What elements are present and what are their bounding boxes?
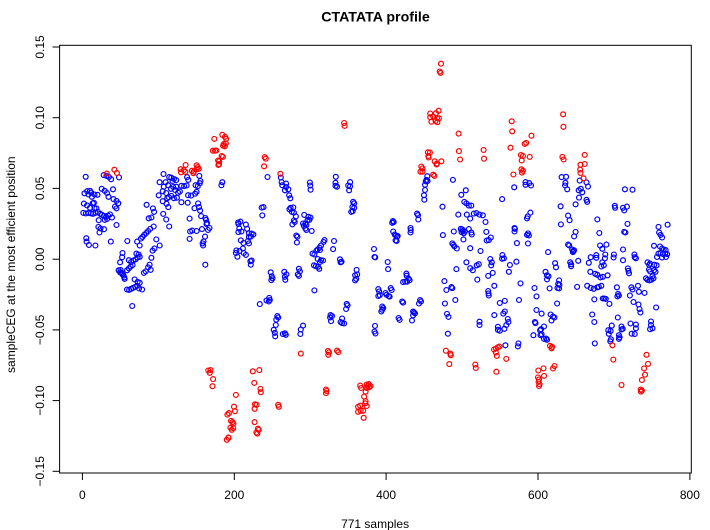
- svg-text:−0.10: −0.10: [33, 385, 47, 416]
- svg-text:400: 400: [376, 488, 396, 502]
- svg-text:−0.05: −0.05: [33, 314, 47, 345]
- svg-text:800: 800: [680, 488, 700, 502]
- svg-text:200: 200: [224, 488, 244, 502]
- svg-text:CTATATA profile: CTATATA profile: [321, 10, 430, 26]
- svg-text:0.00: 0.00: [33, 247, 47, 271]
- svg-text:sampleCEG at the most efficien: sampleCEG at the most efficient position: [4, 156, 18, 373]
- svg-text:0.15: 0.15: [33, 35, 47, 59]
- svg-text:−0.15: −0.15: [33, 456, 47, 487]
- svg-text:0.10: 0.10: [33, 106, 47, 130]
- svg-text:0: 0: [79, 488, 86, 502]
- svg-text:600: 600: [528, 488, 548, 502]
- svg-text:771 samples: 771 samples: [341, 517, 409, 530]
- svg-text:0.05: 0.05: [33, 176, 47, 200]
